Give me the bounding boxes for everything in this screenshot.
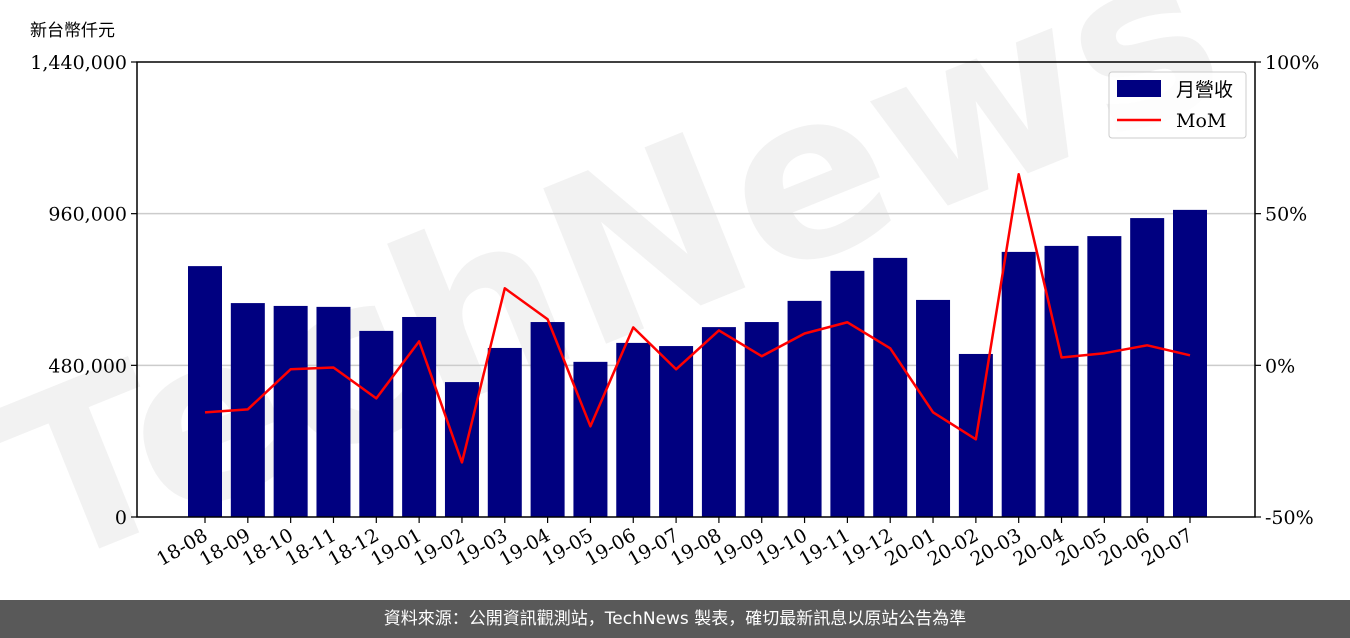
y-tick-label: 1,440,000 — [30, 52, 127, 74]
bar-19-04 — [530, 322, 565, 517]
y2-tick-label: 0% — [1265, 355, 1295, 377]
bar-20-04 — [1044, 245, 1079, 518]
legend-label-revenue: 月營收 — [1176, 79, 1233, 101]
plot-frame — [136, 61, 1256, 518]
legend-label-mom: MoM — [1176, 110, 1226, 132]
bar-20-06 — [1130, 218, 1165, 517]
x-tick-label: 20-07 — [1138, 524, 1196, 570]
bar-19-11 — [830, 270, 865, 517]
bar-18-10 — [273, 305, 308, 517]
bar-20-05 — [1087, 236, 1122, 517]
y2-tick-label: 100% — [1265, 52, 1319, 74]
y-tick-label: 960,000 — [48, 204, 127, 226]
legend-swatch-bar — [1117, 80, 1161, 97]
bar-20-03 — [1001, 251, 1036, 518]
y-axis-unit-label: 新台幣仟元 — [30, 21, 115, 41]
bar-19-06 — [616, 342, 651, 517]
mom-line — [204, 172, 1191, 464]
bar-20-07 — [1173, 209, 1207, 517]
y2-tick-label: -50% — [1265, 507, 1314, 529]
revenue-chart: TechNews 0480,000960,0001,440,000-50%0%5… — [0, 0, 1319, 600]
y-tick-label: 0 — [115, 507, 127, 529]
bar-19-01 — [402, 316, 437, 517]
bar-18-11 — [316, 306, 351, 517]
bar-20-01 — [916, 299, 951, 517]
bar-19-12 — [873, 257, 908, 517]
bar-18-08 — [188, 266, 222, 517]
bar-19-07 — [659, 346, 694, 517]
bar-19-02 — [444, 382, 479, 517]
bar-19-09 — [744, 322, 779, 517]
bar-19-03 — [487, 347, 522, 517]
bar-19-05 — [573, 361, 608, 517]
legend: 月營收 MoM — [1108, 71, 1247, 139]
footer-source-note: 資料來源：公開資訊觀測站，TechNews 製表，確切最新訊息以原站公告為準 — [0, 600, 1350, 638]
bar-19-08 — [701, 327, 736, 517]
bar-18-12 — [359, 330, 394, 517]
y2-tick-label: 50% — [1265, 204, 1307, 226]
bar-19-10 — [787, 300, 822, 517]
y-tick-label: 480,000 — [48, 355, 127, 377]
